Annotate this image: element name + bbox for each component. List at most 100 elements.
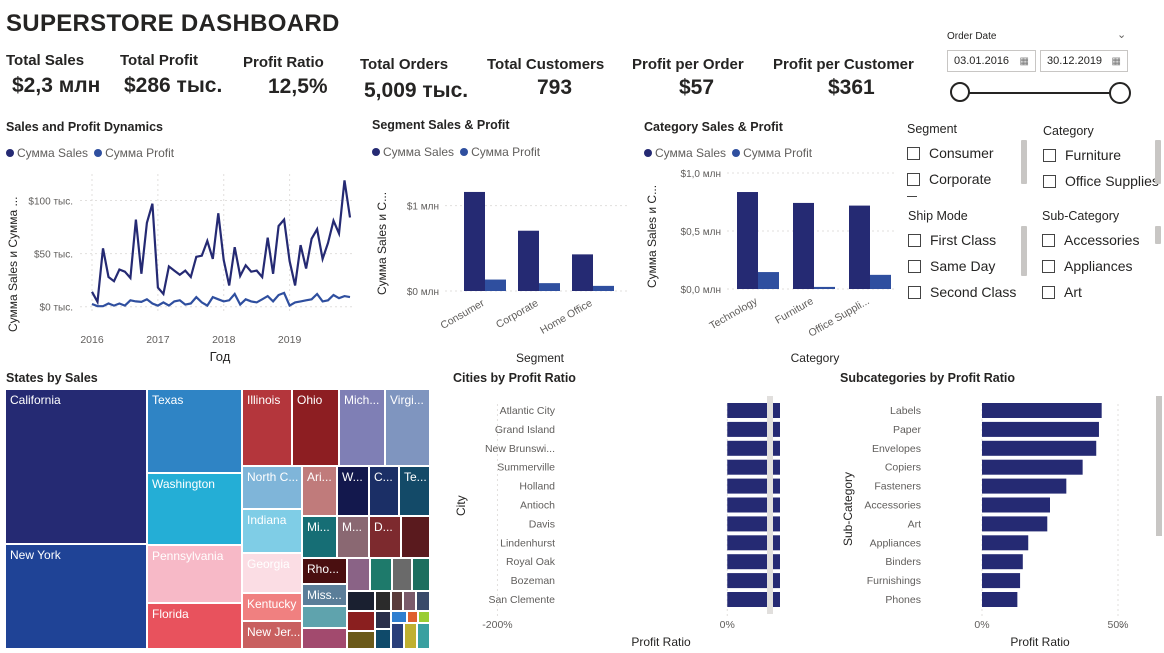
states-title: States by Sales — [6, 371, 98, 385]
kpi-total-profit-value: $286 тыс. — [124, 74, 223, 97]
slicer-item-furniture[interactable]: Furniture — [1043, 144, 1159, 166]
category-label: Labels — [890, 405, 921, 417]
treemap-cell-indiana[interactable]: Indiana — [242, 509, 302, 553]
cities-scrollbar[interactable] — [767, 396, 773, 614]
slicer-item-accessories[interactable]: Accessories — [1042, 229, 1139, 251]
treemap-cell-virginia[interactable]: Virgi... — [385, 389, 430, 466]
sub-category-slicer-scrollbar[interactable] — [1155, 226, 1161, 244]
category-label: Fasteners — [874, 481, 921, 493]
bar-sales — [572, 254, 593, 291]
x-tick-label: 2018 — [212, 334, 236, 346]
chevron-down-icon[interactable]: ⌄ — [1117, 619, 1127, 631]
treemap-cell-small-state[interactable] — [370, 558, 392, 591]
category-label: Royal Oak — [506, 556, 556, 568]
segment-xlabel: Segment — [516, 351, 565, 365]
checkbox[interactable] — [908, 233, 921, 247]
category-slicer-scrollbar[interactable] — [1155, 140, 1161, 184]
slicer-item-art[interactable]: Art — [1042, 281, 1139, 303]
checkbox[interactable] — [1042, 285, 1055, 299]
treemap-cell-small-state[interactable] — [375, 611, 391, 629]
slicer-item-second-class[interactable]: Second Class — [908, 281, 1016, 303]
treemap-cell-massachusetts[interactable]: M... — [337, 516, 369, 558]
checkbox[interactable] — [908, 285, 921, 299]
subcats-scrollbar[interactable] — [1156, 396, 1162, 536]
slicer-item-corporate[interactable]: Corporate — [907, 168, 994, 190]
treemap-cell-tennessee[interactable]: Te... — [399, 466, 430, 516]
treemap-cell-colorado[interactable]: C... — [369, 466, 399, 516]
treemap-cell-small-state[interactable] — [302, 628, 347, 649]
treemap-cell-rhode-island[interactable]: Rho... — [302, 558, 347, 584]
kpi-total-orders-label: Total Orders — [360, 56, 449, 73]
checkbox[interactable] — [1042, 233, 1055, 247]
treemap-cell-wisconsin[interactable]: W... — [337, 466, 369, 516]
treemap-cell-small-state[interactable] — [392, 558, 412, 591]
treemap-cell-small-state[interactable] — [391, 591, 403, 611]
date-from-input[interactable]: 03.01.2016 ▦ — [947, 50, 1036, 72]
treemap-cell-small-state[interactable] — [418, 611, 430, 623]
treemap-cell-california[interactable]: California — [5, 389, 147, 544]
checkbox[interactable] — [1043, 148, 1056, 162]
treemap-cell-small-state[interactable] — [417, 623, 430, 649]
treemap-cell-pennsylvania[interactable]: Pennsylvania — [147, 545, 242, 603]
treemap-cell-michigan[interactable]: Mich... — [339, 389, 385, 466]
date-range-start-handle[interactable] — [950, 82, 970, 102]
chevron-down-icon[interactable]: ⌄ — [1117, 29, 1127, 41]
checkbox[interactable] — [908, 259, 921, 273]
treemap-cell-arizona[interactable]: Ari... — [302, 466, 337, 516]
treemap-cell-mississippi[interactable]: Miss... — [302, 584, 347, 606]
treemap-cell-texas[interactable]: Texas — [147, 389, 242, 473]
calendar-icon[interactable]: ▦ — [1111, 55, 1121, 67]
checkbox[interactable] — [907, 172, 920, 186]
segment-slicer-scrollbar[interactable] — [1021, 140, 1027, 184]
treemap-cell-small-state[interactable] — [347, 611, 375, 631]
slicer-item-same-day[interactable]: Same Day — [908, 255, 1016, 277]
cities-title: Cities by Profit Ratio — [453, 371, 576, 385]
slicer-item-appliances[interactable]: Appliances — [1042, 255, 1139, 277]
treemap-cell-new-jersey[interactable]: New Jer... — [242, 621, 302, 649]
treemap-cell-small-state[interactable] — [407, 611, 418, 623]
treemap-cell-small-state[interactable] — [375, 591, 391, 611]
treemap-cell-small-state[interactable] — [416, 591, 430, 611]
treemap-cell-small-state[interactable] — [302, 606, 347, 628]
treemap-cell-minnesota[interactable]: Mi... — [302, 516, 337, 558]
treemap-cell-small-state[interactable] — [412, 558, 430, 591]
treemap-cell-north-carolina[interactable]: North C... — [242, 466, 302, 509]
slicer-item-consumer[interactable]: Consumer — [907, 142, 994, 164]
kpi-profit-ratio-label: Profit Ratio — [243, 54, 324, 71]
checkbox[interactable] — [1043, 174, 1056, 188]
x-tick-label: Home Office — [538, 297, 595, 337]
bar — [727, 535, 780, 551]
treemap-cell-small-state[interactable] — [391, 611, 407, 623]
treemap-cell-delaware[interactable]: D... — [369, 516, 401, 558]
x-tick-label: Technology — [707, 295, 760, 332]
treemap-cell-ohio[interactable]: Ohio — [292, 389, 339, 466]
treemap-cell-illinois[interactable]: Illinois — [242, 389, 292, 466]
treemap-cell-small-state[interactable] — [347, 631, 375, 649]
treemap-cell-florida[interactable]: Florida — [147, 603, 242, 649]
treemap-cell-small-state[interactable] — [404, 623, 417, 649]
slicer-item-office-supplies[interactable]: Office Supplies — [1043, 170, 1159, 192]
slicer-item-first-class[interactable]: First Class — [908, 229, 1016, 251]
treemap-cell-small-state[interactable] — [391, 623, 404, 649]
treemap-cell-small-state[interactable] — [401, 516, 430, 558]
treemap-cell-new-york[interactable]: New York — [5, 544, 147, 649]
ship-mode-slicer-scrollbar[interactable] — [1021, 226, 1027, 276]
checkbox[interactable] — [1042, 259, 1055, 273]
date-range-end-handle[interactable] — [1109, 82, 1131, 104]
checkbox[interactable] — [907, 146, 920, 160]
treemap-cell-small-state[interactable] — [375, 629, 391, 649]
treemap-cell-georgia[interactable]: Georgia — [242, 553, 302, 593]
treemap-cell-small-state[interactable] — [347, 591, 375, 611]
treemap-cell-kentucky[interactable]: Kentucky — [242, 593, 302, 621]
treemap-cell-small-state[interactable] — [347, 558, 370, 591]
treemap-cell-washington[interactable]: Washington — [147, 473, 242, 545]
date-to-input[interactable]: 30.12.2019 ▦ — [1040, 50, 1128, 72]
x-tick-label: 0% — [720, 619, 735, 631]
bar-profit — [814, 286, 835, 289]
bar — [727, 421, 780, 437]
treemap-cell-small-state[interactable] — [403, 591, 416, 611]
calendar-icon[interactable]: ▦ — [1019, 55, 1029, 67]
bar — [727, 459, 780, 475]
legend-sales: Сумма Sales — [644, 146, 726, 160]
y-tick-label: $50 тыс. — [34, 250, 73, 261]
